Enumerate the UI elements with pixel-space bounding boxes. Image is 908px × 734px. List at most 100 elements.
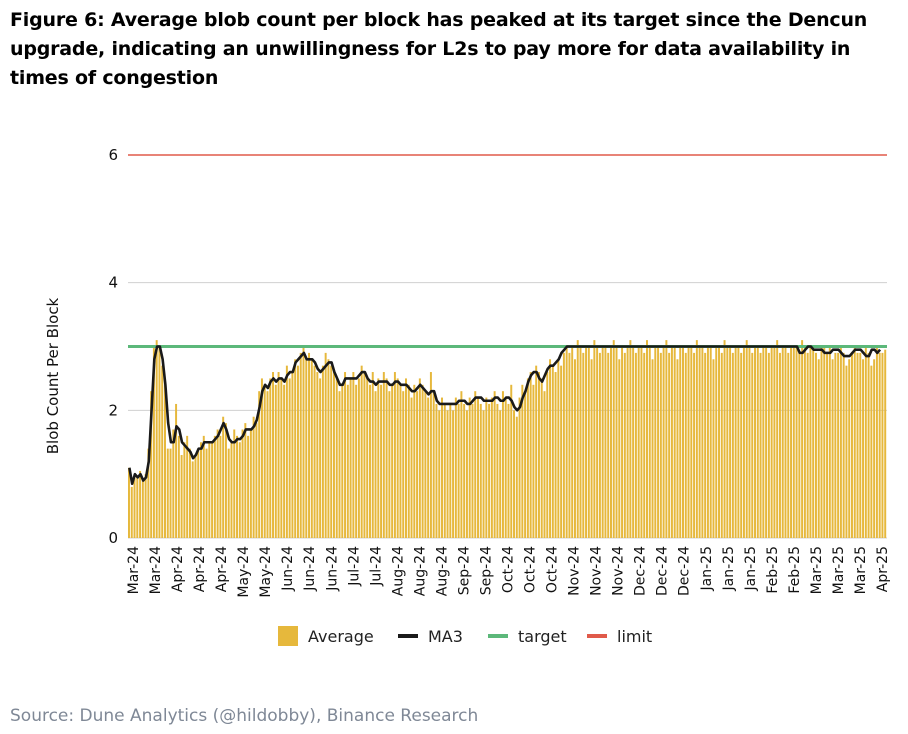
- y-tick-label: 4: [108, 274, 118, 292]
- x-tick-label: Oct-24: [523, 546, 539, 593]
- average-bar: [191, 461, 194, 538]
- average-bar: [357, 378, 360, 538]
- average-bar: [252, 416, 255, 538]
- x-tick-label: Jul-24: [346, 546, 362, 587]
- average-bar: [427, 397, 430, 538]
- average-bar: [524, 391, 527, 538]
- average-bar: [355, 384, 358, 538]
- average-bar: [848, 359, 851, 538]
- average-bar: [441, 397, 443, 538]
- average-bar: [576, 340, 579, 538]
- average-bar: [324, 352, 327, 538]
- average-bar: [537, 372, 540, 538]
- average-bar: [432, 391, 435, 538]
- average-bar: [288, 378, 291, 538]
- average-bar: [485, 397, 488, 538]
- y-tick-label: 2: [108, 401, 118, 419]
- average-bar: [152, 346, 155, 538]
- x-tick-label: Aug-24: [390, 546, 406, 596]
- x-tick-label: Apr-24: [214, 546, 230, 592]
- average-bar: [637, 346, 640, 538]
- x-tick-label: Sep-24: [456, 546, 472, 595]
- average-bar: [216, 429, 219, 538]
- average-bar: [374, 391, 377, 538]
- average-bar: [690, 346, 693, 538]
- average-bar: [820, 346, 823, 538]
- average-bar: [526, 378, 529, 538]
- average-bar: [715, 346, 718, 538]
- x-tick-label: Nov-24: [589, 546, 605, 596]
- average-bar: [443, 403, 446, 538]
- x-tick-label: Jul-24: [368, 546, 384, 587]
- average-bar: [615, 346, 618, 538]
- average-bar: [626, 346, 629, 538]
- average-bar: [629, 340, 632, 538]
- average-bar: [388, 391, 391, 538]
- average-bar: [673, 346, 676, 538]
- average-bar: [759, 352, 762, 538]
- average-bar: [579, 346, 582, 538]
- average-bar: [706, 346, 709, 538]
- average-bar: [521, 384, 524, 538]
- average-bar: [748, 346, 751, 538]
- legend-label-limit: limit: [617, 627, 652, 646]
- average-bar: [823, 346, 826, 538]
- average-bar: [474, 391, 477, 538]
- average-bar: [413, 384, 416, 538]
- average-bar: [670, 346, 673, 538]
- average-bar: [770, 346, 773, 538]
- average-bar: [554, 372, 557, 538]
- average-bar: [601, 346, 604, 538]
- average-bar: [729, 346, 732, 538]
- average-bar: [513, 410, 516, 538]
- average-bar: [296, 365, 299, 538]
- average-bar: [236, 435, 239, 538]
- average-bar: [790, 346, 793, 538]
- average-bar: [773, 346, 776, 538]
- average-bar: [291, 372, 294, 538]
- average-bar: [751, 352, 754, 538]
- average-bar: [435, 403, 438, 538]
- average-bar: [842, 352, 845, 538]
- average-bar: [416, 391, 419, 538]
- average-bar: [272, 372, 275, 538]
- average-bar: [632, 346, 635, 538]
- average-bar: [518, 397, 521, 538]
- x-tick-label: Oct-24: [545, 546, 561, 593]
- average-bar: [407, 384, 410, 538]
- average-bar: [227, 448, 230, 538]
- average-bar: [360, 365, 363, 538]
- average-bar: [172, 429, 175, 538]
- average-bar: [499, 410, 502, 538]
- average-bar: [139, 470, 142, 538]
- average-bar: [676, 359, 679, 538]
- average-bar: [634, 352, 637, 538]
- average-bar: [380, 384, 383, 538]
- average-bar: [659, 352, 662, 538]
- average-bar: [862, 359, 865, 538]
- average-bar: [864, 346, 867, 538]
- average-bar: [585, 346, 588, 538]
- average-bar: [884, 349, 887, 538]
- average-bar: [618, 359, 621, 538]
- average-bar: [230, 442, 233, 538]
- average-bar: [814, 352, 817, 538]
- average-bar: [452, 410, 455, 538]
- average-bar: [662, 346, 665, 538]
- x-tick-label: Apr-25: [875, 546, 891, 592]
- average-bar: [792, 346, 795, 538]
- average-bar: [136, 477, 139, 538]
- average-bar: [540, 378, 543, 538]
- average-bar: [402, 391, 405, 538]
- average-bar: [801, 340, 804, 538]
- average-bar: [698, 346, 701, 538]
- average-bar: [202, 435, 205, 538]
- average-bar: [147, 448, 150, 538]
- average-bar: [850, 352, 853, 538]
- average-bar: [557, 359, 560, 538]
- average-bar: [640, 346, 643, 538]
- average-bar: [668, 352, 671, 538]
- average-bar: [468, 397, 471, 538]
- average-bar: [366, 378, 369, 538]
